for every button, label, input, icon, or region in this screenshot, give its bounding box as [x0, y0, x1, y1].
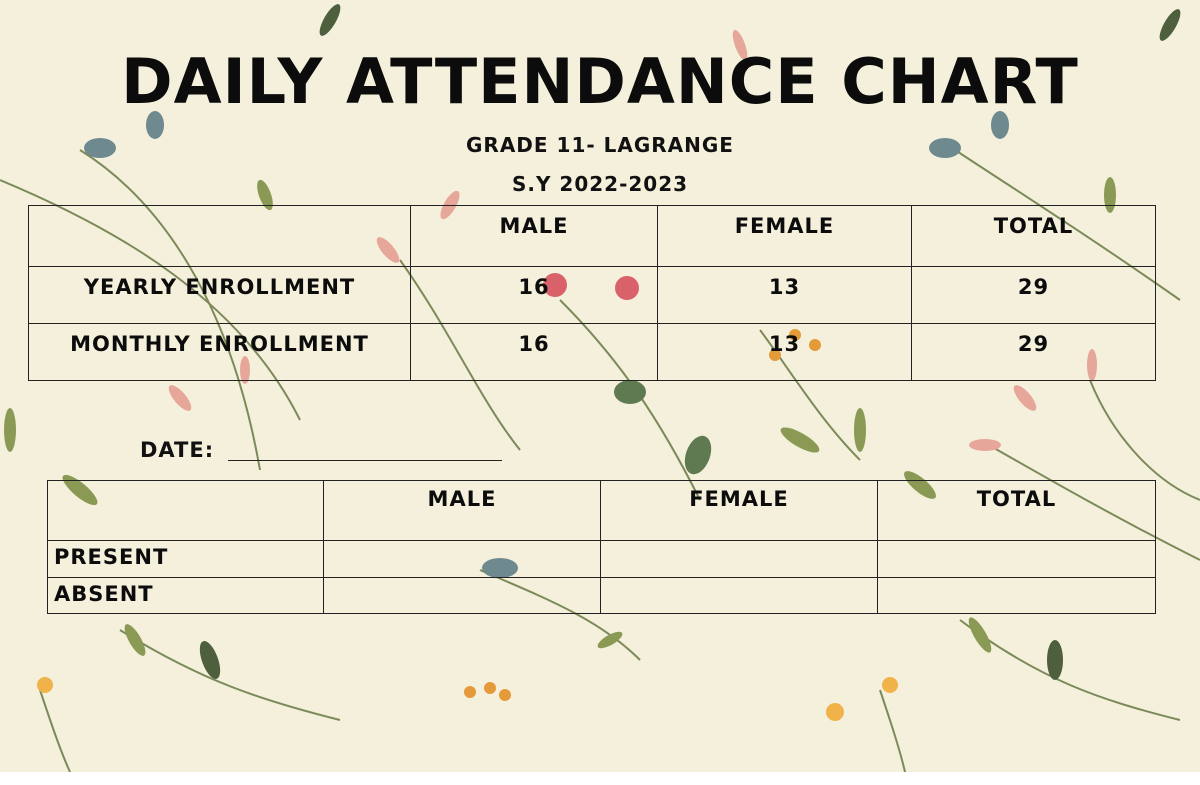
- stem: [39, 689, 71, 772]
- header-row: MALE FEMALE TOTAL: [47, 480, 1156, 541]
- subtitle-line: S.Y 2022-2023: [511, 172, 689, 196]
- empty-cell: [600, 577, 878, 614]
- empty-cell: [323, 577, 601, 614]
- flower: [929, 138, 961, 158]
- cell: 13: [657, 323, 912, 381]
- row-label: YEARLY ENROLLMENT: [28, 266, 411, 324]
- leaf: [124, 624, 146, 656]
- flower: [991, 111, 1009, 139]
- flower: [84, 138, 116, 158]
- leaf: [968, 617, 992, 653]
- leaf: [1047, 640, 1063, 680]
- enrollment-table: MALE FEMALE TOTAL YEARLY ENROLLMENT 16 1…: [28, 205, 1156, 381]
- table-row: MONTHLY ENROLLMENT 16 13 29: [28, 323, 1156, 381]
- table-row: ABSENT: [47, 577, 1156, 614]
- flower: [826, 703, 844, 721]
- date-label: DATE:: [140, 438, 215, 462]
- leaf: [1159, 9, 1181, 41]
- stem: [959, 619, 1181, 721]
- leaf: [319, 4, 341, 36]
- cell: 29: [911, 266, 1156, 324]
- subtitle-line: GRADE 11- LAGRANGE: [466, 133, 734, 157]
- document-title: DAILY ATTENDANCE CHART: [121, 45, 1079, 118]
- stem: [879, 689, 906, 772]
- empty-cell: [28, 205, 411, 267]
- leaf: [1104, 177, 1116, 213]
- table-row: PRESENT: [47, 540, 1156, 578]
- column-header: TOTAL: [911, 205, 1156, 267]
- stem: [1089, 379, 1200, 501]
- header-row: MALE FEMALE TOTAL: [28, 205, 1156, 267]
- leaf: [780, 427, 820, 453]
- empty-cell: [600, 540, 878, 578]
- column-header: FEMALE: [600, 480, 878, 541]
- flower: [168, 385, 192, 411]
- leaf: [257, 179, 273, 211]
- flower: [146, 111, 164, 139]
- date-underline: [228, 460, 502, 461]
- stem: [119, 629, 341, 721]
- empty-cell: [323, 540, 601, 578]
- row-label: PRESENT: [47, 540, 324, 578]
- empty-cell: [47, 480, 324, 541]
- empty-cell: [877, 577, 1156, 614]
- column-header: MALE: [410, 205, 658, 267]
- table-row: YEARLY ENROLLMENT 16 13 29: [28, 266, 1156, 324]
- cell: 29: [911, 323, 1156, 381]
- empty-cell: [877, 540, 1156, 578]
- flower: [882, 677, 898, 693]
- leaf: [684, 435, 712, 475]
- leaf: [199, 641, 221, 679]
- leaf: [597, 631, 623, 649]
- leaf: [4, 408, 16, 452]
- flower: [484, 682, 496, 694]
- column-header: TOTAL: [877, 480, 1156, 541]
- cell: 13: [657, 266, 912, 324]
- flower: [969, 439, 1001, 451]
- cell: 16: [410, 266, 658, 324]
- flower: [499, 689, 511, 701]
- row-label: ABSENT: [47, 577, 324, 614]
- column-header: FEMALE: [657, 205, 912, 267]
- leaf: [854, 408, 866, 452]
- flower: [1013, 385, 1037, 411]
- cell: 16: [410, 323, 658, 381]
- row-label: MONTHLY ENROLLMENT: [28, 323, 411, 381]
- leaf: [614, 380, 646, 404]
- column-header: MALE: [323, 480, 601, 541]
- flower: [37, 677, 53, 693]
- flower: [464, 686, 476, 698]
- attendance-table: MALE FEMALE TOTAL PRESENT ABSENT: [47, 480, 1156, 614]
- flower: [732, 29, 748, 61]
